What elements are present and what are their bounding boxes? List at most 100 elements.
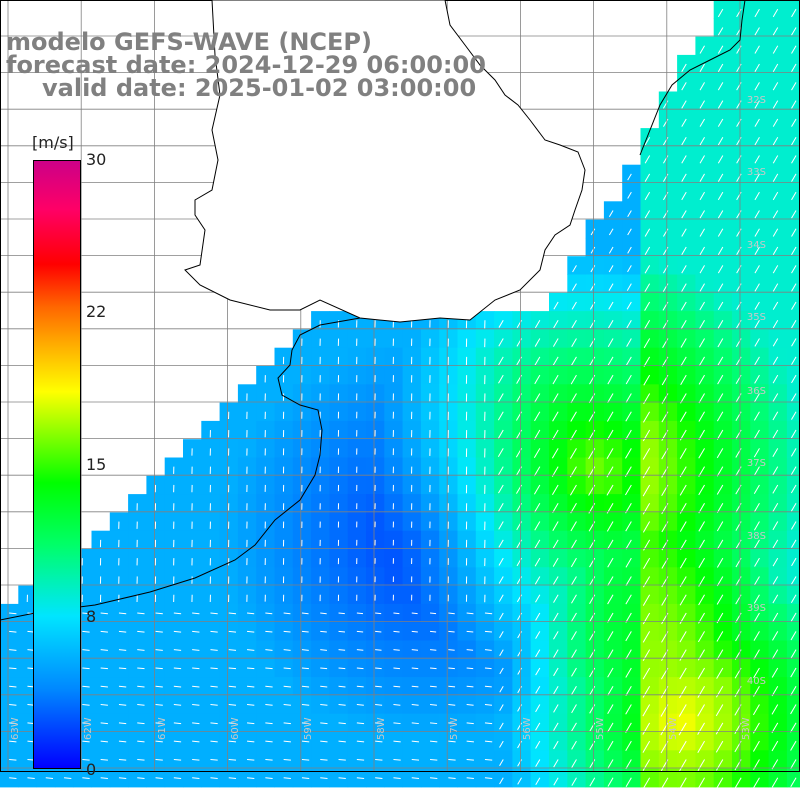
lat-label: 37S	[746, 458, 766, 469]
wind-arrow	[498, 356, 504, 366]
wind-speed-cell	[786, 54, 800, 74]
wind-arrow	[699, 246, 705, 256]
wind-arrow	[716, 411, 724, 422]
wind-arrow	[393, 758, 401, 761]
wind-arrow	[534, 319, 541, 329]
wind-arrow	[301, 667, 309, 670]
wind-arrow	[771, 704, 779, 715]
wind-arrow	[301, 630, 309, 633]
wind-speed-cell	[786, 128, 800, 147]
wind-arrow	[771, 759, 779, 770]
wind-arrow	[100, 758, 108, 761]
wind-arrow	[679, 777, 687, 789]
wind-arrow	[499, 685, 504, 693]
wind-arrow	[265, 740, 273, 743]
wind-arrow	[753, 411, 760, 421]
wind-arrow	[699, 100, 705, 109]
wind-arrow	[552, 411, 559, 422]
wind-speed-cell	[786, 750, 800, 770]
wind-arrow	[265, 722, 273, 725]
wind-arrow	[393, 630, 400, 633]
wind-arrow	[499, 667, 504, 675]
wind-arrow	[173, 630, 182, 633]
wind-arrow	[192, 667, 200, 670]
wind-arrow	[118, 722, 127, 725]
wind-arrow	[699, 191, 705, 201]
wind-arrow	[100, 667, 108, 670]
wind-arrow	[283, 649, 291, 651]
wind-arrow	[571, 685, 577, 695]
colorbar-tick: 8	[86, 607, 97, 626]
wind-arrow	[643, 557, 651, 569]
wind-arrow	[498, 539, 504, 548]
wind-arrow	[375, 740, 383, 743]
wind-arrow	[791, 155, 797, 164]
wind-arrow	[771, 649, 779, 660]
wind-arrow	[570, 374, 577, 385]
wind-arrow	[320, 777, 328, 779]
wind-arrow	[752, 704, 760, 716]
wind-arrow	[590, 283, 596, 291]
wind-arrow	[570, 539, 577, 550]
wind-arrow	[772, 612, 779, 622]
wind-arrow	[643, 319, 651, 330]
wind-arrow	[772, 155, 779, 164]
wind-arrow	[247, 685, 255, 688]
wind-arrow	[448, 667, 455, 670]
wind-arrow	[679, 667, 687, 680]
wind-arrow	[484, 740, 493, 743]
wind-arrow	[699, 45, 705, 54]
wind-arrow	[552, 502, 559, 514]
wind-arrow	[772, 45, 779, 54]
title-valid-date: valid date: 2025-01-02 03:00:00	[42, 74, 477, 102]
wind-arrow	[534, 502, 541, 513]
wind-arrow	[338, 722, 346, 725]
wind-arrow	[283, 740, 291, 743]
wind-arrow	[100, 685, 108, 688]
wind-arrow	[552, 576, 559, 585]
wind-arrow	[571, 704, 577, 714]
wind-speed-cell	[786, 640, 800, 660]
wind-arrow	[247, 667, 255, 670]
wind-arrow	[393, 667, 401, 670]
wind-arrow	[137, 740, 145, 743]
wind-arrow	[551, 448, 559, 459]
wind-arrow	[790, 448, 797, 457]
wind-arrow	[681, 246, 687, 256]
wind-arrow	[627, 228, 632, 236]
wind-arrow	[625, 612, 632, 623]
wind-arrow	[82, 758, 90, 761]
wind-speed-cell	[786, 201, 800, 221]
wind-arrow	[717, 155, 724, 164]
wind-arrow	[192, 704, 200, 706]
wind-arrow	[466, 758, 474, 761]
wind-arrow	[753, 594, 760, 604]
wind-arrow	[642, 521, 651, 533]
wind-arrow	[210, 777, 218, 779]
wind-arrow	[466, 667, 474, 670]
wind-arrow	[625, 557, 632, 568]
wind-arrow	[642, 777, 651, 789]
wind-arrow	[717, 374, 724, 385]
wind-arrow	[772, 356, 779, 365]
wind-arrow	[754, 265, 760, 274]
wind-arrow	[430, 722, 438, 725]
wind-speed-cell	[786, 329, 800, 349]
wind-arrow	[642, 667, 651, 680]
wind-arrow	[534, 393, 541, 403]
wind-arrow	[625, 448, 632, 459]
wind-arrow	[571, 283, 577, 291]
wind-arrow	[571, 759, 577, 768]
wind-arrow	[571, 612, 577, 622]
wind-arrow	[448, 758, 456, 761]
wind-arrow	[627, 210, 632, 218]
wind-arrow	[607, 338, 614, 347]
wind-arrow	[698, 484, 705, 496]
wind-arrow	[516, 319, 522, 328]
wind-arrow	[552, 374, 559, 385]
wind-arrow	[717, 356, 724, 366]
wind-arrow	[754, 319, 760, 329]
wind-arrow	[553, 685, 559, 695]
wind-arrow	[642, 704, 651, 717]
wind-arrow	[697, 704, 705, 717]
